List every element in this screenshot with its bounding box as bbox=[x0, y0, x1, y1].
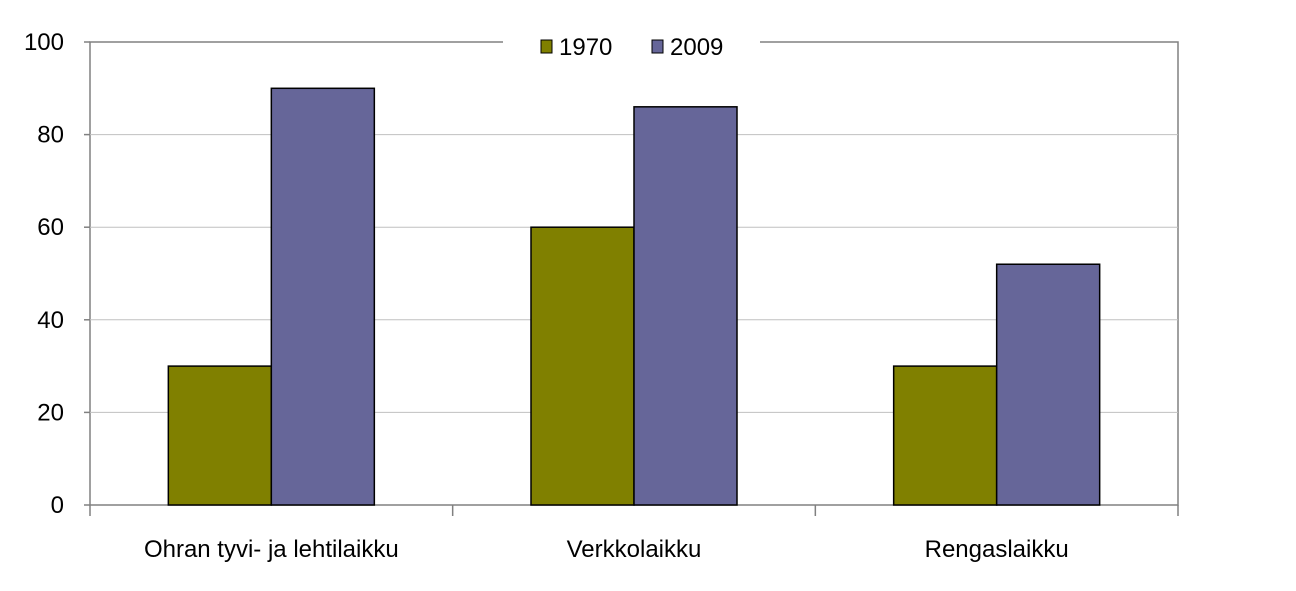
y-tick-label: 100 bbox=[24, 29, 64, 56]
bars bbox=[167, 87, 1101, 506]
bar-1970-0 bbox=[167, 365, 273, 506]
bar-1970-1 bbox=[530, 226, 635, 506]
x-category-label: Ohran tyvi- ja lehtilaikku bbox=[144, 536, 399, 563]
y-tick-label: 40 bbox=[37, 307, 64, 334]
x-category-label: Verkkolaikku bbox=[567, 536, 702, 563]
legend-swatch-2009 bbox=[651, 39, 664, 54]
legend: 1970 2009 bbox=[503, 30, 760, 62]
legend-label-2009: 2009 bbox=[670, 34, 723, 61]
bar-2009-0 bbox=[270, 87, 376, 506]
legend-swatch-1970 bbox=[540, 39, 553, 54]
y-tick-label: 80 bbox=[37, 122, 64, 149]
y-tick-label: 0 bbox=[51, 492, 64, 519]
bar-2009-2 bbox=[995, 263, 1101, 506]
legend-label-1970: 1970 bbox=[559, 34, 612, 61]
x-axis-categories: Ohran tyvi- ja lehtilaikku Verkkolaikku Re… bbox=[144, 536, 1069, 563]
y-axis-ticks: 0 20 40 60 80 100 bbox=[24, 29, 64, 519]
axes bbox=[84, 41, 1179, 516]
bar-1970-2 bbox=[892, 365, 998, 506]
y-tick-label: 20 bbox=[37, 399, 64, 426]
bar-2009-1 bbox=[633, 106, 738, 506]
x-category-label: Rengaslaikku bbox=[925, 536, 1069, 563]
y-tick-label: 60 bbox=[37, 214, 64, 241]
